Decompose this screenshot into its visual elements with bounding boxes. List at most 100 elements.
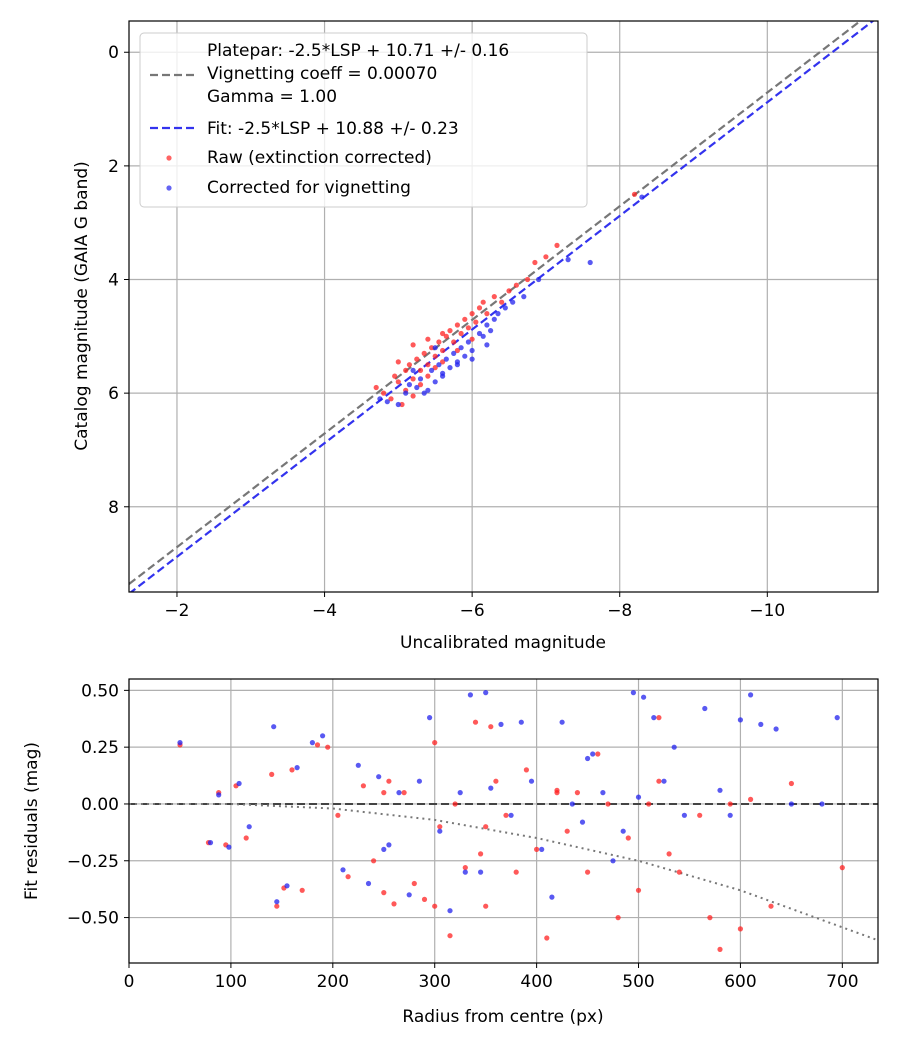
raw-point: [488, 724, 494, 730]
raw-point: [381, 790, 387, 796]
raw-extinction-corrected-point: [451, 339, 457, 345]
y-tick-label: 4: [108, 271, 119, 291]
raw-point: [371, 858, 377, 864]
corrected-point: [320, 733, 326, 739]
x-tick-label: −2: [164, 601, 189, 621]
raw-point: [676, 869, 682, 875]
raw-extinction-corrected-point: [395, 359, 401, 365]
corrected-for-vignetting-point: [484, 342, 490, 348]
raw-extinction-corrected-point: [417, 367, 424, 373]
y-tick-label: 6: [108, 384, 119, 404]
corrected-for-vignetting-point: [395, 401, 401, 408]
raw-point: [615, 915, 621, 921]
raw-point: [717, 946, 723, 953]
corrected-point: [600, 790, 606, 796]
bottom-points: [177, 690, 845, 953]
raw-point: [437, 824, 443, 830]
raw-extinction-corrected-point: [462, 316, 468, 322]
y-tick-label: 0: [108, 43, 119, 63]
raw-point: [646, 801, 652, 807]
corrected-for-vignetting-point: [462, 353, 468, 359]
top-points: [373, 191, 645, 408]
bottom-panel: 0 100 200 300 400 500 600 700 0.50 0.25 0.00 −0.25…: [22, 678, 879, 1027]
corrected-point: [681, 812, 688, 818]
corrected-point: [579, 819, 586, 825]
corrected-point: [467, 692, 473, 698]
raw-extinction-corrected-point: [506, 288, 512, 294]
corrected-point: [396, 790, 402, 796]
top-legend: Platepar: -2.5*LSP + 10.71 +/- 0.16 Vign…: [139, 32, 588, 208]
corrected-point: [834, 715, 840, 721]
raw-extinction-corrected-point: [440, 359, 446, 365]
corrected-for-vignetting-point: [476, 330, 483, 337]
raw-point: [299, 887, 305, 893]
raw-point: [748, 796, 754, 803]
corrected-point: [365, 880, 372, 887]
legend-vignetting-label: Vignetting coeff = 0.00070: [207, 64, 437, 84]
corrected-point: [590, 751, 596, 757]
raw-point: [503, 812, 509, 818]
corrected-point: [498, 721, 504, 728]
corrected-for-vignetting-point: [510, 299, 516, 305]
raw-extinction-corrected-point: [447, 328, 453, 334]
corrected-point: [177, 740, 183, 746]
corrected-for-vignetting-point: [521, 294, 527, 300]
bottom-y-axis-label: Fit residuals (mag): [22, 742, 42, 900]
raw-point: [839, 865, 845, 871]
corrected-for-vignetting-point: [458, 345, 464, 351]
raw-point: [478, 851, 484, 857]
raw-point: [727, 801, 733, 807]
top-x-axis-label: Uncalibrated magnitude: [400, 633, 606, 653]
raw-extinction-corrected-point: [388, 396, 394, 402]
raw-point: [411, 880, 417, 887]
corrected-point: [340, 867, 346, 873]
raw-point: [788, 780, 795, 787]
corrected-for-vignetting-point: [432, 379, 438, 385]
raw-point: [401, 790, 407, 796]
raw-extinction-corrected-point: [432, 365, 438, 371]
raw-extinction-corrected-point: [421, 350, 427, 356]
corrected-for-vignetting-point: [488, 328, 494, 334]
corrected-for-vignetting-point: [406, 382, 412, 388]
raw-point: [666, 851, 672, 857]
y-tick-label: 0.25: [81, 738, 119, 758]
corrected-point: [483, 690, 489, 696]
raw-point: [386, 778, 392, 784]
raw-extinction-corrected-point: [395, 379, 401, 385]
corrected-for-vignetting-point: [502, 305, 508, 311]
raw-point: [243, 835, 249, 841]
raw-extinction-corrected-point: [524, 276, 531, 283]
corrected-point: [651, 715, 657, 721]
raw-point: [421, 896, 428, 903]
corrected-point: [661, 778, 667, 784]
corrected-for-vignetting-point: [425, 387, 431, 393]
raw-extinction-corrected-point: [458, 330, 464, 337]
raw-point: [513, 869, 519, 875]
raw-extinction-corrected-point: [392, 373, 398, 379]
raw-extinction-corrected-point: [429, 345, 435, 351]
corrected-point: [284, 883, 290, 889]
corrected-point: [386, 842, 392, 848]
raw-point: [595, 751, 601, 757]
corrected-point: [508, 812, 514, 818]
corrected-for-vignetting-point: [484, 322, 490, 328]
corrected-point: [788, 801, 795, 807]
raw-extinction-corrected-point: [554, 242, 560, 248]
corrected-for-vignetting-point: [536, 276, 542, 283]
raw-point: [656, 715, 662, 721]
raw-extinction-corrected-point: [425, 362, 431, 368]
corrected-for-vignetting-point: [403, 390, 409, 396]
corrected-point: [569, 801, 575, 807]
raw-point: [345, 874, 351, 880]
x-tick-label: −4: [312, 601, 337, 621]
raw-point: [447, 933, 453, 939]
raw-point: [314, 742, 321, 748]
x-tick-label: 500: [622, 972, 654, 992]
corrected-point: [462, 869, 468, 875]
corrected-for-vignetting-point: [432, 345, 438, 351]
raw-extinction-corrected-point: [410, 342, 416, 348]
raw-extinction-corrected-point: [381, 390, 387, 396]
corrected-for-vignetting-point: [565, 257, 571, 263]
top-y-axis-label: Catalog magnitude (GAIA G band): [72, 161, 92, 451]
corrected-for-vignetting-point: [447, 365, 453, 371]
